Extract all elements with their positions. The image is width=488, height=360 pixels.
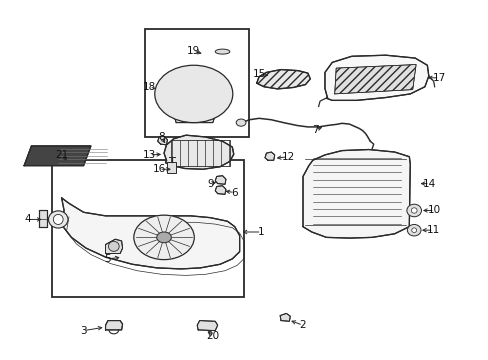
Text: 16: 16: [152, 164, 165, 174]
Text: 15: 15: [252, 69, 265, 79]
Text: 4: 4: [24, 215, 31, 224]
Polygon shape: [264, 152, 274, 160]
Polygon shape: [215, 176, 225, 184]
Text: 2: 2: [299, 320, 305, 330]
Text: 14: 14: [422, 179, 435, 189]
Ellipse shape: [53, 215, 63, 225]
Circle shape: [183, 87, 203, 101]
Polygon shape: [163, 135, 233, 169]
Ellipse shape: [215, 49, 229, 54]
Polygon shape: [24, 146, 91, 166]
Text: 19: 19: [186, 46, 200, 56]
Text: 3: 3: [80, 325, 87, 336]
Polygon shape: [173, 116, 215, 123]
Bar: [52, 160, 244, 297]
Polygon shape: [280, 314, 290, 321]
Ellipse shape: [48, 211, 68, 228]
Ellipse shape: [406, 204, 421, 217]
Text: 10: 10: [427, 206, 440, 216]
Text: 17: 17: [432, 73, 445, 83]
Text: 7: 7: [311, 125, 318, 135]
Polygon shape: [197, 320, 217, 330]
Text: 12: 12: [281, 152, 294, 162]
Polygon shape: [39, 211, 47, 227]
Polygon shape: [303, 149, 409, 238]
Polygon shape: [61, 198, 239, 269]
Text: 13: 13: [142, 150, 156, 160]
Text: 21: 21: [55, 150, 68, 160]
Circle shape: [157, 232, 171, 243]
Ellipse shape: [410, 208, 416, 213]
Text: 5: 5: [104, 254, 111, 264]
Bar: [167, 162, 176, 173]
Ellipse shape: [407, 225, 420, 236]
Text: 8: 8: [158, 132, 164, 142]
Polygon shape: [215, 186, 225, 194]
Polygon shape: [158, 136, 167, 145]
Text: 20: 20: [206, 331, 219, 341]
Polygon shape: [325, 55, 428, 100]
Text: 1: 1: [258, 227, 264, 237]
Polygon shape: [256, 69, 310, 89]
Text: 11: 11: [426, 225, 439, 235]
Circle shape: [164, 72, 223, 116]
Text: 9: 9: [206, 179, 213, 189]
Circle shape: [134, 215, 194, 260]
Circle shape: [236, 119, 245, 126]
Bar: [171, 140, 229, 166]
Polygon shape: [334, 64, 415, 94]
Bar: [144, 30, 249, 137]
Circle shape: [155, 65, 232, 123]
Ellipse shape: [411, 228, 416, 233]
Polygon shape: [105, 239, 122, 253]
Polygon shape: [105, 320, 122, 330]
Text: 6: 6: [231, 188, 238, 198]
Text: 18: 18: [142, 82, 156, 92]
Ellipse shape: [108, 241, 119, 251]
